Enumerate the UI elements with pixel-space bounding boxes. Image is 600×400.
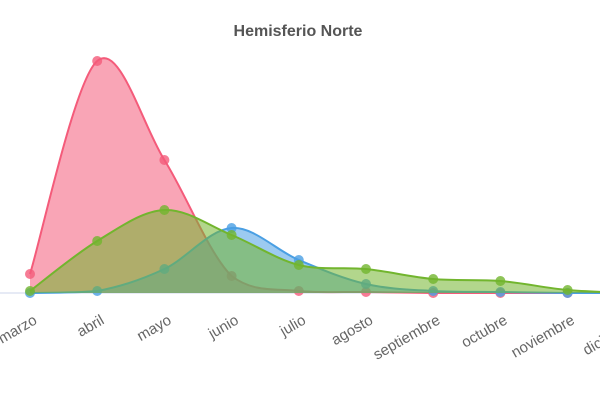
point	[92, 56, 103, 66]
x-tick-label: junio	[205, 312, 242, 343]
x-tick-label: septiembre	[370, 312, 443, 364]
x-tick-label: diciembre	[580, 312, 600, 359]
point	[428, 274, 439, 284]
point	[226, 223, 237, 233]
series-line	[29, 208, 600, 293]
x-tick-label: agosto	[328, 312, 376, 349]
x-tick-label: octubre	[459, 312, 511, 352]
x-tick-label: marzo	[0, 312, 40, 348]
point	[159, 205, 170, 215]
point	[293, 260, 304, 270]
area	[30, 209, 600, 293]
point	[226, 230, 237, 240]
point	[562, 285, 573, 295]
x-tick-label: noviembre	[508, 312, 577, 362]
point	[361, 264, 371, 274]
x-tick-label: julio	[276, 312, 308, 341]
point	[495, 276, 506, 286]
x-tick-label: abril	[74, 312, 107, 341]
point	[25, 269, 35, 279]
point	[92, 236, 103, 246]
point	[159, 155, 170, 165]
chart-title: Hemisferio Norte	[234, 23, 363, 40]
x-tick-label: mayo	[134, 312, 174, 345]
point	[25, 286, 35, 296]
